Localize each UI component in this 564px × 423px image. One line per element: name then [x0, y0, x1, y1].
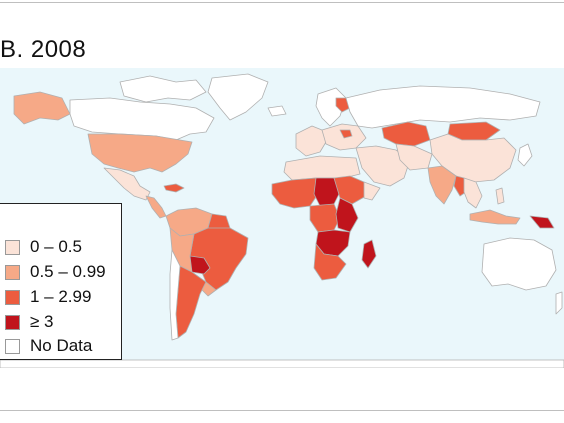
world-map	[0, 68, 564, 368]
legend-label: ≥ 3	[30, 312, 54, 331]
region-paraguay	[189, 255, 211, 275]
region-australia	[481, 237, 557, 291]
legend-swatch	[5, 239, 20, 255]
region-indonesia	[469, 209, 521, 225]
region-horn-of-africa	[363, 181, 381, 201]
legend-label: No Data	[30, 336, 93, 355]
legend-label: 1 – 2.99	[30, 287, 92, 306]
legend-swatch	[5, 289, 20, 305]
region-uruguay	[201, 281, 217, 297]
legend-item: 0.5 – 0.99	[5, 262, 106, 281]
legend-label: 0 – 0.5	[30, 237, 82, 256]
region-caribbean	[163, 183, 185, 193]
legend-swatch	[5, 264, 20, 280]
region-madagascar	[361, 239, 377, 269]
region-middle-east	[355, 145, 411, 187]
region-alaska	[13, 91, 71, 125]
region-eastern-europe-high	[335, 97, 351, 113]
region-greenland	[207, 73, 269, 121]
legend-item: 0 – 0.5	[5, 237, 82, 256]
region-scandinavia	[315, 87, 347, 127]
legend-item: ≥ 3	[5, 312, 54, 331]
region-new-zealand	[555, 291, 563, 315]
legend-item: No Data	[5, 336, 93, 355]
region-papua-new-guinea	[529, 215, 555, 229]
region-arctic-islands	[119, 75, 207, 103]
region-antarctica	[0, 359, 564, 368]
legend-swatch	[5, 338, 20, 354]
region-iceland	[267, 105, 287, 117]
map-title: B. 2008	[0, 36, 87, 63]
region-philippines	[495, 187, 505, 205]
region-chile	[169, 249, 181, 341]
legend-item: 1 – 2.99	[5, 287, 92, 306]
region-western-europe	[295, 125, 327, 157]
region-canada	[69, 97, 215, 141]
legend-label: 0.5 – 0.99	[30, 262, 106, 281]
region-myanmar	[453, 175, 467, 197]
region-japan	[517, 143, 533, 167]
map-legend: 0 – 0.5 0.5 – 0.99 1 – 2.99 ≥ 3 No Data	[0, 203, 122, 360]
region-russia	[345, 85, 541, 129]
frame-top-rule	[0, 2, 564, 3]
region-southeast-asia	[463, 177, 483, 209]
world-map-svg	[0, 68, 564, 368]
region-mexico	[103, 167, 151, 201]
region-usa	[87, 133, 193, 173]
region-kazakhstan	[381, 121, 431, 147]
region-india	[427, 165, 457, 205]
region-south-africa	[313, 243, 347, 281]
region-balkans	[339, 129, 353, 139]
legend-swatch	[5, 314, 20, 330]
frame-bottom-rule	[0, 410, 564, 411]
